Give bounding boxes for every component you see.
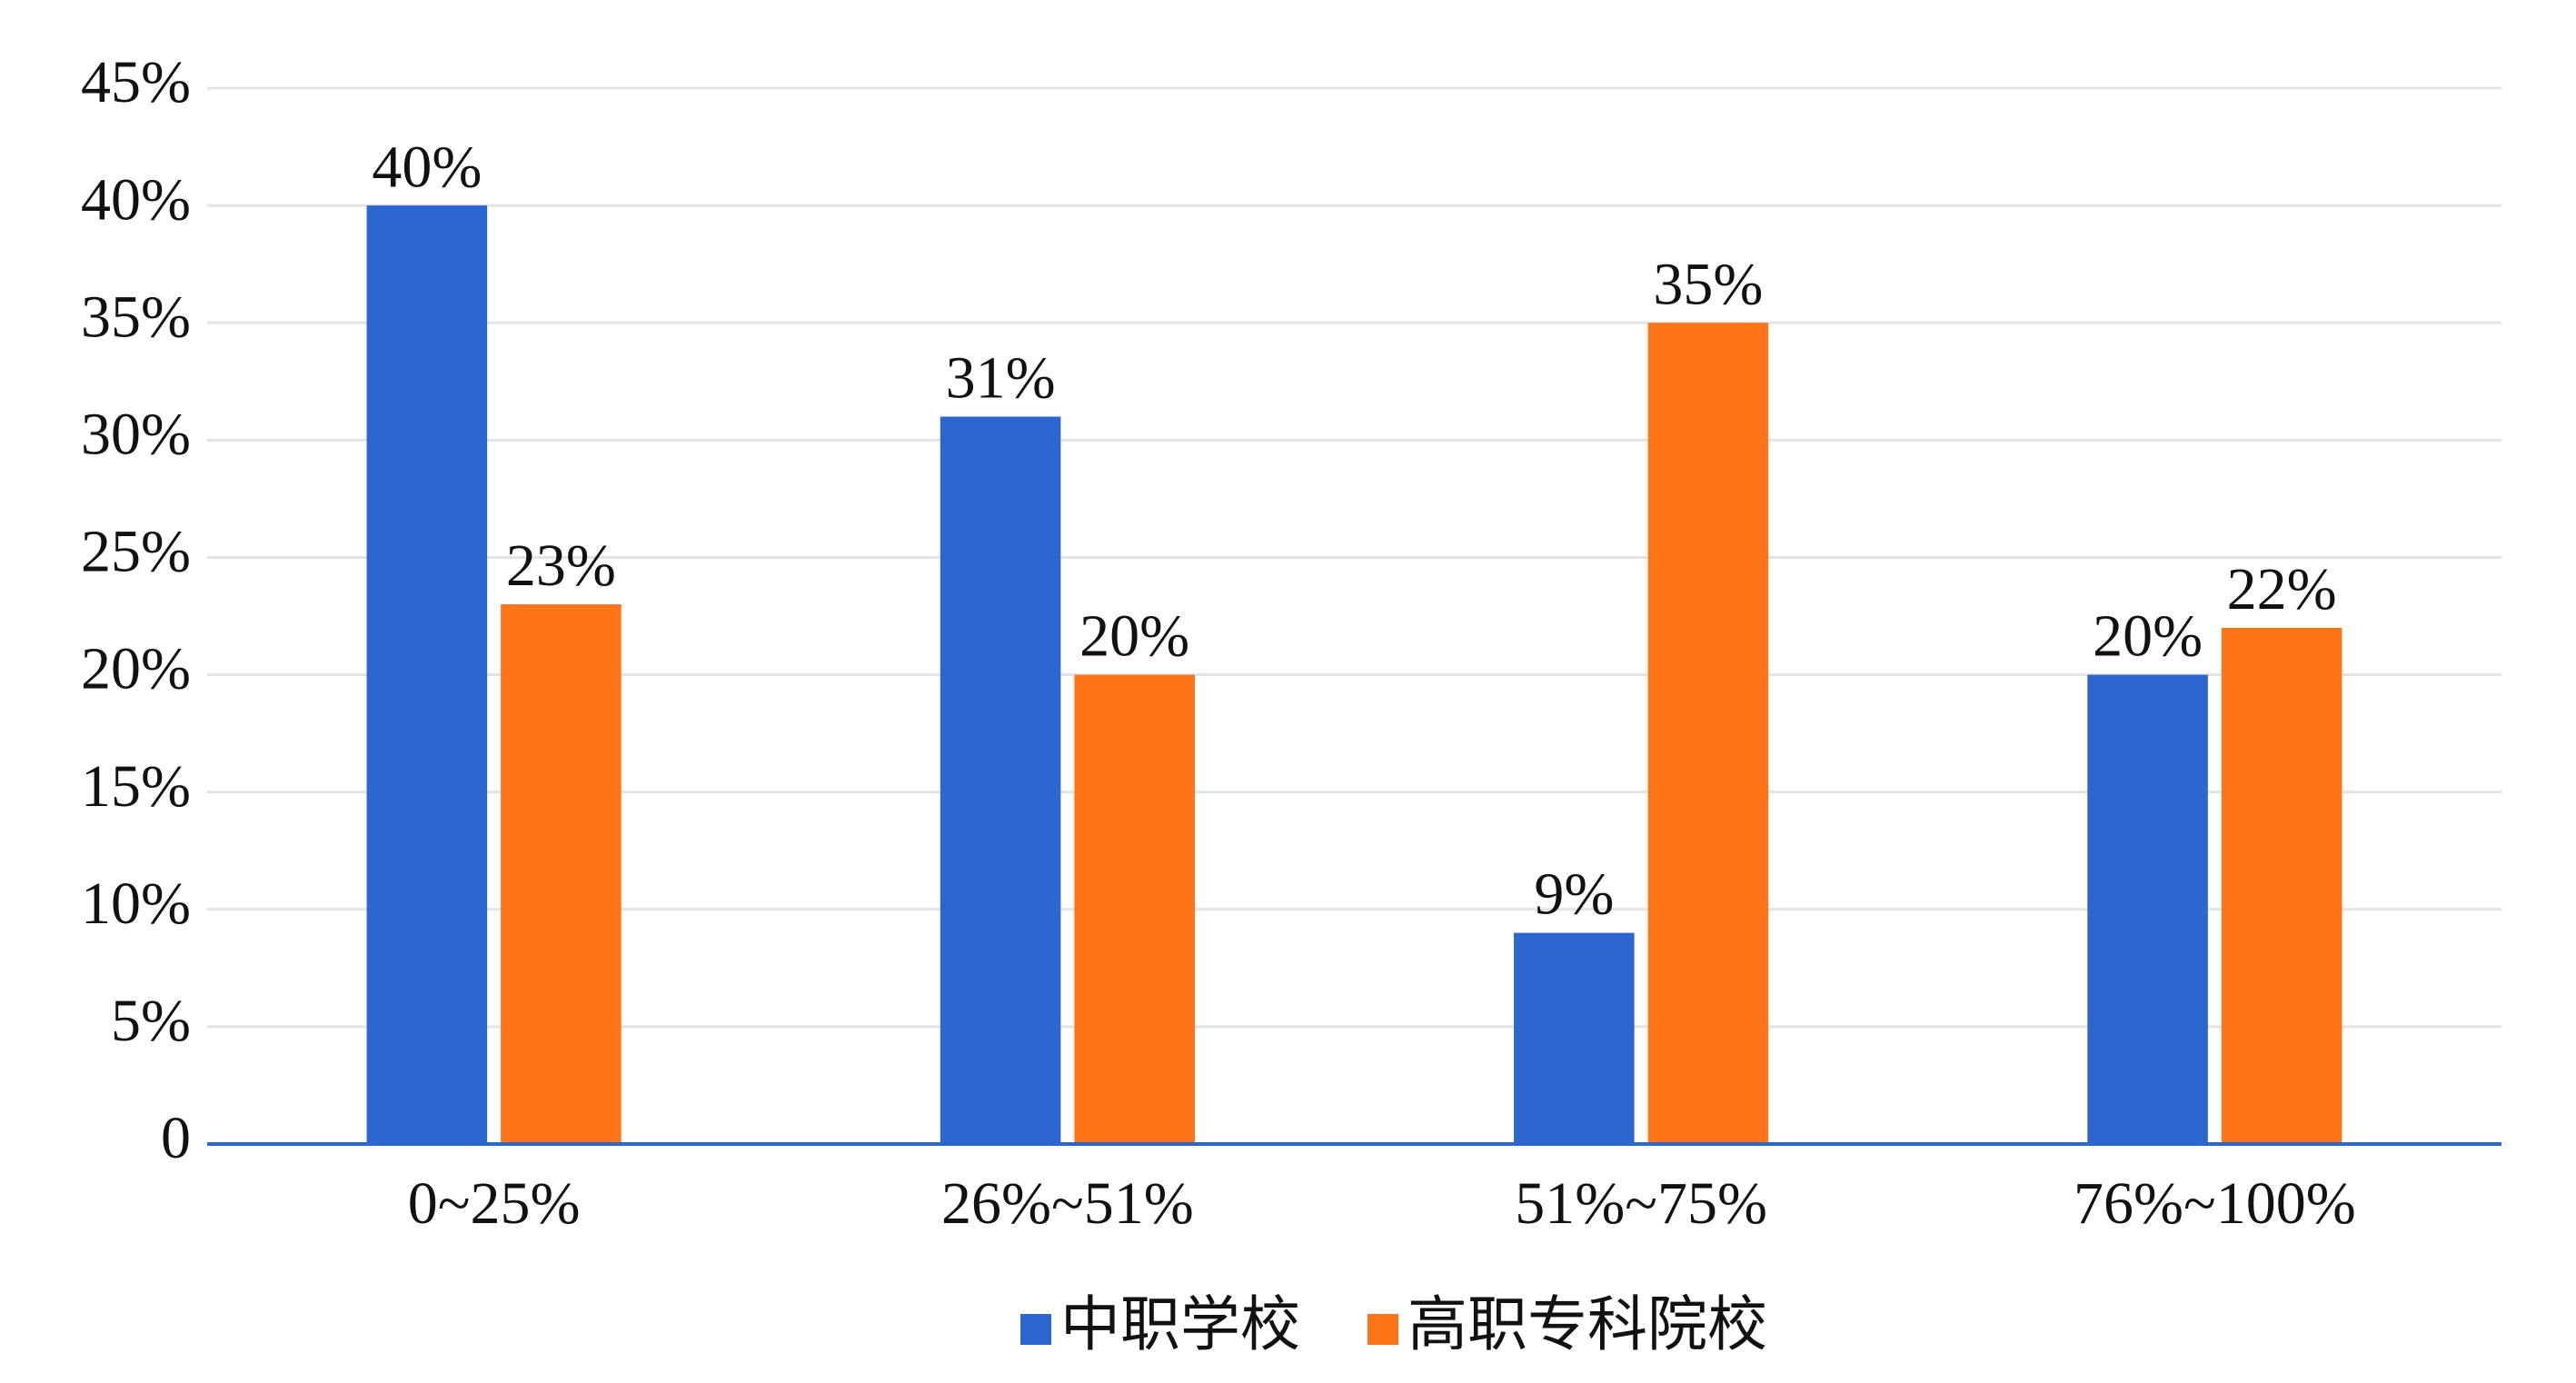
- y-tick-label: 15%: [81, 753, 191, 820]
- legend-label: 中职学校: [1060, 1292, 1300, 1358]
- bar: [2221, 627, 2342, 1144]
- bar: [1647, 323, 1769, 1144]
- value-label: 35%: [1653, 251, 1763, 317]
- legend-swatch: [1020, 1314, 1051, 1345]
- x-tick-label: 26%~51%: [941, 1170, 1194, 1237]
- value-label: 22%: [2227, 556, 2337, 622]
- y-tick-label: 20%: [81, 636, 191, 702]
- y-tick-label: 25%: [81, 519, 191, 585]
- y-tick-label: 40%: [81, 166, 191, 233]
- legend-label: 高职专科院校: [1407, 1292, 1767, 1358]
- bar: [940, 416, 1061, 1144]
- y-tick-label: 10%: [81, 871, 191, 937]
- y-tick-label: 45%: [81, 49, 191, 115]
- bar: [1074, 674, 1195, 1144]
- bar: [2087, 674, 2208, 1144]
- x-tick-label: 76%~100%: [2074, 1170, 2356, 1237]
- y-tick-label: 30%: [81, 401, 191, 467]
- value-label: 23%: [506, 532, 616, 599]
- bar: [501, 604, 622, 1144]
- bar: [1514, 932, 1635, 1144]
- y-tick-label: 0: [161, 1105, 191, 1171]
- value-label: 31%: [946, 345, 1056, 412]
- y-tick-label: 5%: [111, 988, 191, 1054]
- x-tick-label: 0~25%: [408, 1170, 581, 1237]
- x-tick-label: 51%~75%: [1515, 1170, 1767, 1237]
- y-tick-label: 35%: [81, 284, 191, 350]
- value-label: 20%: [1079, 603, 1189, 670]
- legend-swatch: [1368, 1314, 1398, 1345]
- value-label: 9%: [1534, 861, 1614, 928]
- value-label: 40%: [372, 134, 482, 200]
- value-label: 20%: [2093, 603, 2203, 670]
- bar: [366, 205, 488, 1145]
